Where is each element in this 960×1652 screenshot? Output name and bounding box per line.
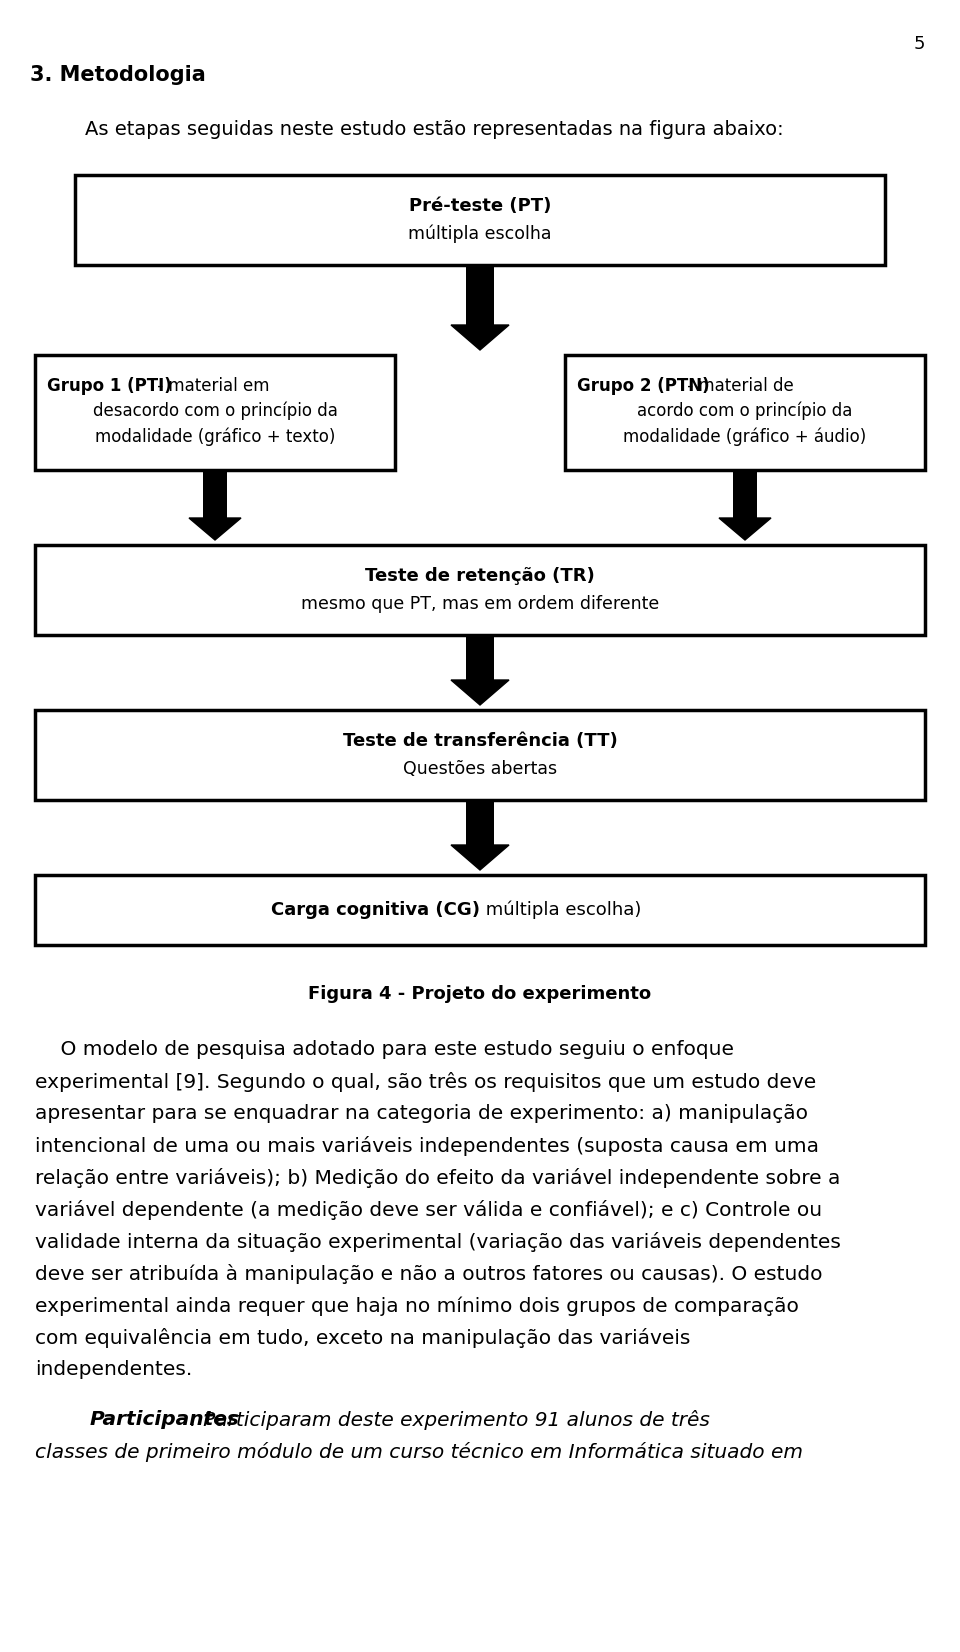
Text: modalidade (gráfico + áudio): modalidade (gráfico + áudio): [623, 426, 867, 446]
Text: variável dependente (a medição deve ser válida e confiável); e c) Controle ou: variável dependente (a medição deve ser …: [35, 1199, 822, 1219]
Text: modalidade (gráfico + texto): modalidade (gráfico + texto): [95, 426, 335, 446]
Text: - material em: - material em: [152, 377, 270, 395]
Bar: [35, 545, 925, 634]
Bar: [203, 471, 227, 519]
Text: Figura 4 - Projeto do experimento: Figura 4 - Projeto do experimento: [308, 985, 652, 1003]
Text: múltipla escolha): múltipla escolha): [480, 900, 641, 919]
Text: múltipla escolha: múltipla escolha: [408, 225, 552, 243]
Text: relação entre variáveis); b) Medição do efeito da variável independente sobre a: relação entre variáveis); b) Medição do …: [35, 1168, 840, 1188]
Text: mesmo que PT, mas em ordem diferente: mesmo que PT, mas em ordem diferente: [300, 595, 660, 613]
Text: 3. Metodologia: 3. Metodologia: [30, 64, 205, 84]
Text: independentes.: independentes.: [35, 1360, 192, 1379]
Text: Teste de retenção (TR): Teste de retenção (TR): [365, 567, 595, 585]
Polygon shape: [451, 325, 509, 350]
Bar: [35, 876, 925, 945]
Text: classes de primeiro módulo de um curso técnico em Informática situado em: classes de primeiro módulo de um curso t…: [35, 1442, 803, 1462]
Text: Grupo 2 (PTN): Grupo 2 (PTN): [577, 377, 709, 395]
Text: apresentar para se enquadrar na categoria de experimento: a) manipulação: apresentar para se enquadrar na categori…: [35, 1104, 808, 1123]
Text: com equivalência em tudo, exceto na manipulação das variáveis: com equivalência em tudo, exceto na mani…: [35, 1328, 690, 1348]
Text: Participantes: Participantes: [90, 1411, 240, 1429]
Polygon shape: [451, 681, 509, 705]
Polygon shape: [451, 846, 509, 871]
Text: deve ser atribuída à manipulação e não a outros fatores ou causas). O estudo: deve ser atribuída à manipulação e não a…: [35, 1264, 823, 1284]
Text: Teste de transferência (TT): Teste de transferência (TT): [343, 732, 617, 750]
Text: Grupo 1 (PTI): Grupo 1 (PTI): [47, 377, 172, 395]
Text: Pré-teste (PT): Pré-teste (PT): [409, 197, 551, 215]
Bar: [35, 710, 925, 800]
Polygon shape: [719, 519, 771, 540]
Bar: [565, 355, 925, 471]
Bar: [466, 800, 494, 846]
Polygon shape: [189, 519, 241, 540]
Text: experimental ainda requer que haja no mínimo dois grupos de comparação: experimental ainda requer que haja no mí…: [35, 1297, 799, 1315]
Text: experimental [9]. Segundo o qual, são três os requisitos que um estudo deve: experimental [9]. Segundo o qual, são tr…: [35, 1072, 816, 1092]
Text: As etapas seguidas neste estudo estão representadas na figura abaixo:: As etapas seguidas neste estudo estão re…: [85, 121, 783, 139]
Text: Carga cognitiva (CG): Carga cognitiva (CG): [271, 900, 480, 919]
Text: - material de: - material de: [682, 377, 794, 395]
Bar: [35, 355, 395, 471]
Text: validade interna da situação experimental (variação das variáveis dependentes: validade interna da situação experimenta…: [35, 1232, 841, 1252]
Text: desacordo com o princípio da: desacordo com o princípio da: [92, 401, 337, 421]
Text: acordo com o princípio da: acordo com o princípio da: [637, 401, 852, 421]
Bar: [733, 471, 757, 519]
Text: Questões abertas: Questões abertas: [403, 760, 557, 778]
Bar: [466, 264, 494, 325]
Bar: [466, 634, 494, 681]
Bar: [75, 175, 885, 264]
Text: 5: 5: [914, 35, 925, 53]
Text: : Participaram deste experimento 91 alunos de três: : Participaram deste experimento 91 alun…: [190, 1411, 709, 1431]
Text: O modelo de pesquisa adotado para este estudo seguiu o enfoque: O modelo de pesquisa adotado para este e…: [35, 1041, 734, 1059]
Text: intencional de uma ou mais variáveis independentes (suposta causa em uma: intencional de uma ou mais variáveis ind…: [35, 1137, 819, 1156]
